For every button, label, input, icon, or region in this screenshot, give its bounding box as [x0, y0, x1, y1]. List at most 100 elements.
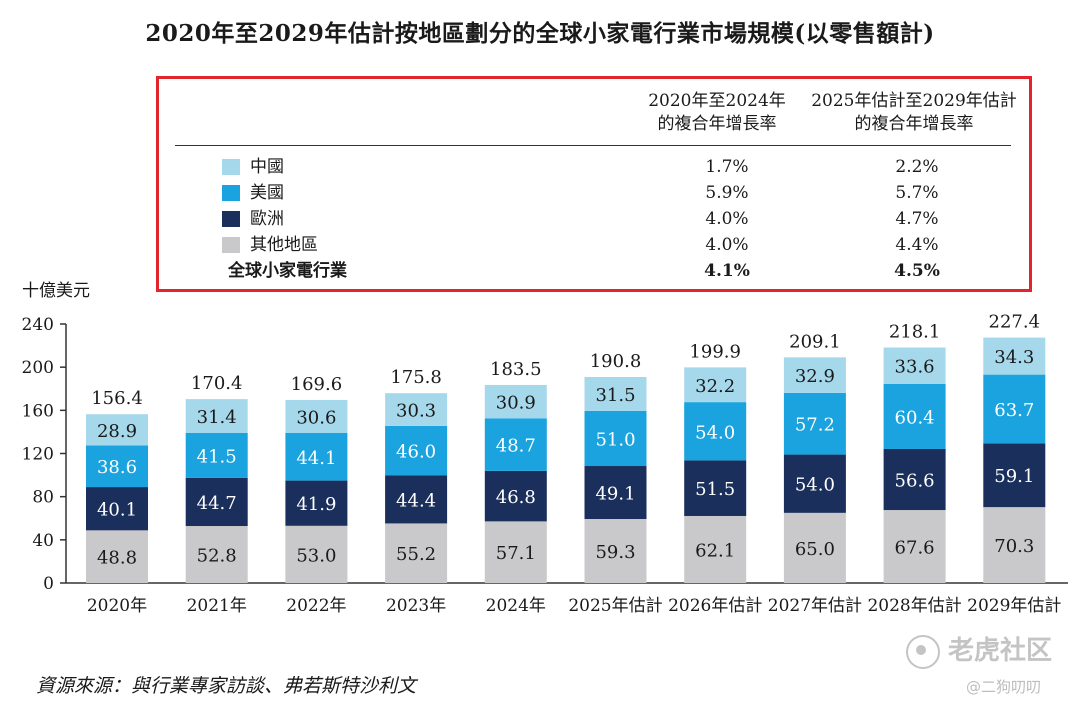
bar-data-label: 30.3: [396, 401, 436, 422]
x-tick-label: 2024年: [486, 596, 546, 616]
legend-label-usa: 美國: [250, 183, 284, 203]
bar-total-label: 183.5: [490, 359, 542, 380]
bar-segment: [285, 399, 348, 433]
bar-data-label: 56.6: [895, 471, 935, 492]
bar-segment: [983, 337, 1046, 375]
bar-segment: [484, 418, 547, 471]
y-tick-label: 80: [32, 488, 54, 508]
bar-data-label: 46.8: [496, 487, 536, 508]
bar-data-label: 62.1: [695, 540, 735, 561]
bar-data-label: 52.8: [197, 546, 237, 567]
bar-total-label: 227.4: [989, 312, 1041, 333]
tiger-paw-icon: [906, 634, 940, 669]
x-tick-label: 2023年: [386, 596, 446, 616]
cagr-header-2-line2: 的複合年增長率: [854, 114, 974, 134]
bar-data-label: 60.4: [895, 407, 935, 428]
cagr2-total: 4.5%: [894, 261, 940, 281]
bar-segment: [185, 432, 248, 478]
bar-data-label: 48.7: [496, 436, 536, 457]
bar-segment: [86, 445, 148, 488]
bar-segment: [285, 480, 348, 526]
bar-segment: [684, 367, 747, 403]
bar-segment: [584, 519, 647, 583]
bar-segment: [783, 454, 846, 513]
bar-segment: [883, 383, 946, 449]
bar-data-label: 44.7: [197, 493, 237, 514]
bar-data-label: 54.0: [795, 475, 835, 496]
bar-segment: [983, 374, 1046, 444]
bar-segment: [185, 526, 248, 583]
bar-data-label: 46.0: [396, 442, 436, 463]
bar-segment: [185, 399, 248, 433]
bar-data-label: 41.9: [296, 494, 336, 515]
y-tick-label: 160: [22, 401, 54, 421]
source-note: 資源來源：與行業專家訪談、弗若斯特沙利文: [36, 675, 417, 697]
bar-total-label: 169.6: [291, 374, 343, 395]
cagr1-other: 4.0%: [705, 235, 749, 255]
y-tick-label: 240: [22, 315, 54, 335]
bar-data-label: 51.5: [695, 479, 735, 500]
x-tick-label: 2022年: [286, 596, 346, 616]
bar-total-label: 175.8: [390, 367, 442, 388]
bar-data-label: 63.7: [994, 400, 1034, 421]
bar-segment: [883, 347, 946, 384]
bar-segment: [285, 525, 348, 583]
bar-segment: [883, 448, 946, 511]
bar-data-label: 59.3: [595, 542, 635, 563]
cagr-header-2020-2024: 2020年至2024年 的複合年增長率: [632, 90, 802, 136]
bar-data-label: 57.1: [496, 543, 536, 564]
legend-swatch-usa: [222, 185, 240, 201]
bar-segment: [584, 410, 647, 467]
cagr-header-1-line1: 2020年至2024年: [648, 91, 786, 111]
cagr1-china: 1.7%: [705, 157, 749, 177]
cagr2-usa: 5.7%: [895, 183, 939, 203]
bar-segment: [883, 510, 946, 583]
x-tick-label: 2029年估計: [967, 596, 1061, 616]
bar-data-label: 41.5: [197, 446, 237, 467]
legend-label-china: 中國: [250, 157, 284, 177]
bar-segment: [584, 466, 647, 520]
cagr-header-2-line1: 2025年估計至2029年估計: [811, 91, 1017, 111]
bar-segment: [684, 515, 747, 583]
watermark-text: 老虎社区: [948, 636, 1053, 666]
bar-segment: [86, 487, 148, 531]
x-tick-label: 2028年估計: [867, 596, 961, 616]
bar-segment: [783, 512, 846, 583]
bar-segment: [783, 392, 846, 455]
bar-segment: [983, 443, 1046, 508]
y-tick-label: 200: [22, 358, 54, 378]
bar-data-label: 49.1: [595, 484, 635, 505]
bar-data-label: 53.0: [296, 545, 336, 566]
bar-segment: [86, 530, 148, 583]
cagr1-europe: 4.0%: [705, 209, 749, 229]
bar-data-label: 44.1: [296, 448, 336, 469]
bar-segment: [385, 523, 448, 583]
bar-segment: [983, 507, 1046, 583]
bar-total-label: 199.9: [689, 341, 741, 362]
bar-data-label: 32.9: [795, 366, 835, 387]
bar-data-label: 65.0: [795, 539, 835, 560]
legend-swatch-china: [222, 159, 240, 175]
x-tick-label: 2027年估計: [768, 596, 862, 616]
legend-label-other: 其他地區: [250, 235, 318, 255]
bar-data-label: 67.6: [895, 538, 935, 559]
bar-data-label: 40.1: [97, 500, 137, 521]
cagr2-europe: 4.7%: [895, 209, 939, 229]
bar-segment: [484, 384, 547, 419]
x-tick-label: 2020年: [87, 596, 147, 616]
bar-data-label: 48.8: [97, 548, 137, 569]
bar-segment: [484, 521, 547, 583]
bar-data-label: 28.9: [97, 421, 137, 442]
bar-segment: [584, 376, 647, 411]
y-tick-label: 0: [43, 574, 54, 594]
x-tick-label: 2025年估計: [568, 596, 662, 616]
bar-segment: [385, 393, 448, 426]
cagr1-total: 4.1%: [704, 261, 750, 281]
bar-data-label: 44.4: [396, 490, 436, 511]
bar-total-label: 190.8: [590, 351, 642, 372]
bar-data-label: 33.6: [895, 357, 935, 378]
y-axis-unit: 十億美元: [22, 281, 90, 301]
chart-title: 2020年至2029年估計按地區劃分的全球小家電行業市場規模(以零售額計): [145, 20, 935, 47]
bar-total-label: 218.1: [889, 322, 941, 343]
watermark-user: @二狗叨叨: [966, 678, 1042, 696]
